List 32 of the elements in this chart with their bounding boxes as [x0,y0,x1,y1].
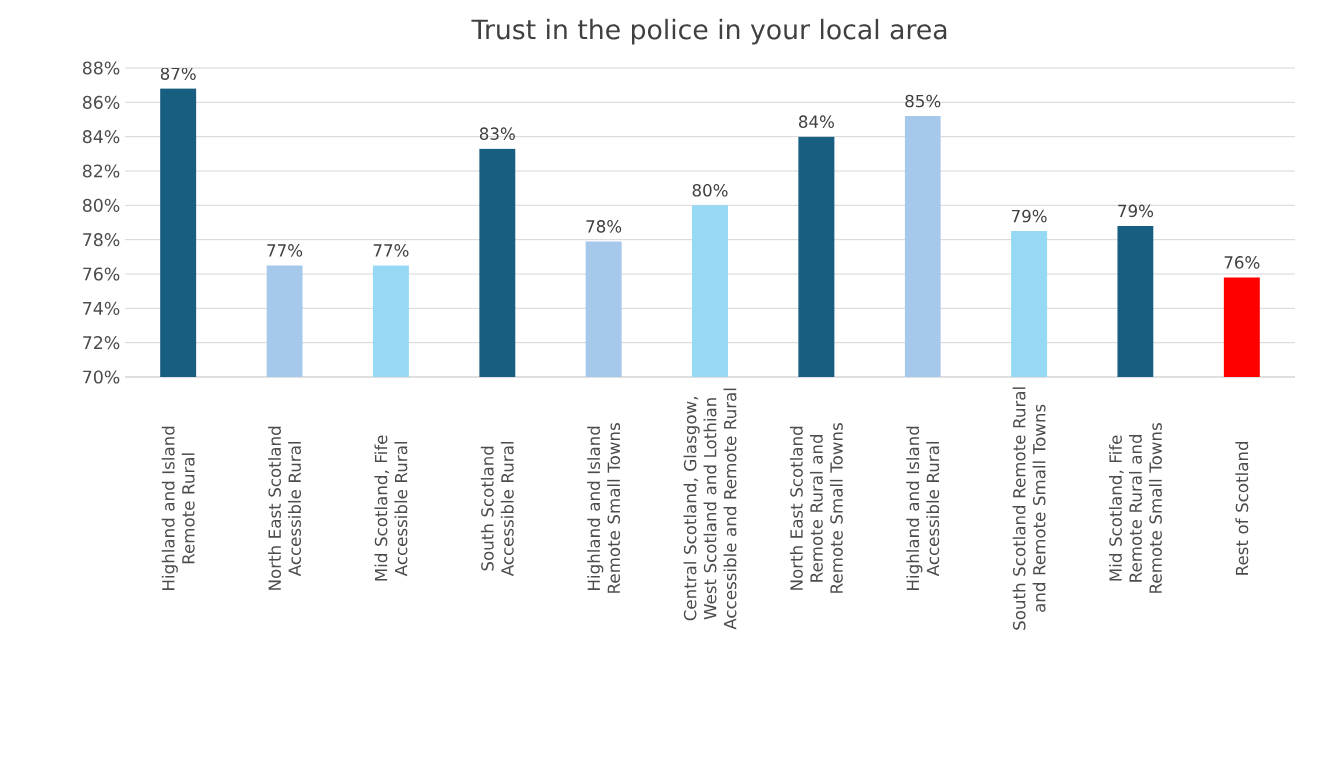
data-label: 83% [479,127,515,140]
y-tick-label: 76% [83,267,120,281]
x-tick-label: Highland and Island Remote Small Towns [587,423,621,593]
data-label: 84% [798,115,834,128]
x-tick-label: Mid Scotland, Fife Remote Rural and Remote Small Towns [1109,423,1162,593]
x-tick-label: South Scotland Accessible Rural [480,442,514,577]
y-tick-label: 84% [82,130,120,144]
data-label: 85% [905,94,941,108]
y-tick-label: 70% [83,370,120,384]
x-tick-label: South Scotland Remote Rural and Remote Small Towns [1012,387,1046,630]
data-label: 77% [373,244,409,257]
x-tick-label: Highland and Island Remote Rural [161,426,195,590]
y-tick-label: 80% [82,198,120,212]
x-tick-label: Highland and Island Accessible Rural [906,426,940,590]
x-tick-label: North East Scotland Accessible Rural [268,426,301,590]
data-label: 76% [1224,256,1260,269]
data-label: 77% [267,244,303,257]
data-label: 78% [586,220,622,233]
data-label: 80% [692,184,728,197]
y-tick-label: 72% [83,336,120,350]
y-tick-label: 78% [83,233,120,247]
y-tick-label: 88% [82,61,120,75]
y-tick-label: 82% [82,164,120,178]
x-tick-label: North East Scotland Remote Rural and Remote Small Towns [789,423,843,593]
x-tick-label: Rest of Scotland [1235,441,1249,575]
data-label: 79% [1118,204,1154,218]
y-tick-label: 86% [82,95,120,109]
data-label: 79% [1011,209,1047,223]
y-tick-label: 74% [83,301,120,315]
x-tick-label: Mid Scotland, Fife Accessible Rural [374,435,408,581]
x-tick-label: Central Scotland, Glasgow, West Scotland and Lothian Accessible and Remote Rural [683,388,737,630]
chart-title: Trust in the police in your local area [471,18,947,45]
